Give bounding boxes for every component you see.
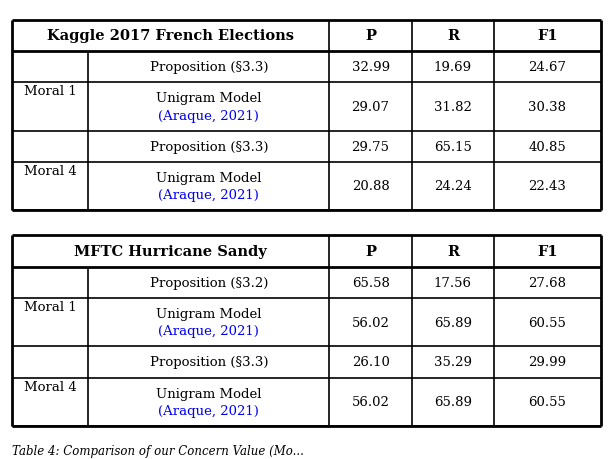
Text: 24.67: 24.67 <box>528 61 567 74</box>
Text: 19.69: 19.69 <box>434 61 472 74</box>
Text: (Araque, 2021): (Araque, 2021) <box>159 189 259 202</box>
Text: 20.88: 20.88 <box>352 180 389 193</box>
Text: 30.38: 30.38 <box>528 101 567 114</box>
Text: Moral 4: Moral 4 <box>24 380 77 393</box>
Text: 65.89: 65.89 <box>434 395 472 409</box>
Text: 22.43: 22.43 <box>528 180 567 193</box>
Text: 60.55: 60.55 <box>528 316 567 329</box>
Text: (Araque, 2021): (Araque, 2021) <box>159 109 259 123</box>
Text: 56.02: 56.02 <box>351 316 390 329</box>
Text: Unigram Model: Unigram Model <box>156 307 262 320</box>
Text: Moral 4: Moral 4 <box>24 164 77 178</box>
Text: Proposition (§3.3): Proposition (§3.3) <box>149 61 268 74</box>
Text: Table 4: Comparison of our Concern Value (Mo...: Table 4: Comparison of our Concern Value… <box>12 444 304 457</box>
Text: (Araque, 2021): (Araque, 2021) <box>159 325 259 338</box>
Text: 65.15: 65.15 <box>434 140 472 153</box>
Text: 40.85: 40.85 <box>529 140 566 153</box>
Text: R: R <box>447 245 459 258</box>
Text: Proposition (§3.3): Proposition (§3.3) <box>149 140 268 153</box>
Text: Proposition (§3.2): Proposition (§3.2) <box>149 276 268 289</box>
Text: Moral 1: Moral 1 <box>24 300 77 313</box>
Text: P: P <box>365 29 376 43</box>
Text: 31.82: 31.82 <box>434 101 472 114</box>
Text: 65.58: 65.58 <box>351 276 390 289</box>
Text: Proposition (§3.3): Proposition (§3.3) <box>149 356 268 369</box>
Text: 32.99: 32.99 <box>351 61 390 74</box>
Text: 65.89: 65.89 <box>434 316 472 329</box>
Text: 60.55: 60.55 <box>528 395 567 409</box>
Text: R: R <box>447 29 459 43</box>
Text: 35.29: 35.29 <box>434 356 472 369</box>
Text: F1: F1 <box>537 245 558 258</box>
Text: (Araque, 2021): (Araque, 2021) <box>159 404 259 417</box>
Text: 29.75: 29.75 <box>351 140 390 153</box>
Text: MFTC Hurricane Sandy: MFTC Hurricane Sandy <box>74 245 267 258</box>
Text: 29.99: 29.99 <box>528 356 567 369</box>
Text: 27.68: 27.68 <box>528 276 567 289</box>
Text: 26.10: 26.10 <box>351 356 390 369</box>
Text: Unigram Model: Unigram Model <box>156 92 262 105</box>
Text: P: P <box>365 245 376 258</box>
Text: 24.24: 24.24 <box>434 180 472 193</box>
Text: Unigram Model: Unigram Model <box>156 171 262 185</box>
Text: F1: F1 <box>537 29 558 43</box>
Text: 17.56: 17.56 <box>434 276 472 289</box>
Text: Moral 1: Moral 1 <box>24 85 77 98</box>
Text: 56.02: 56.02 <box>351 395 390 409</box>
Text: 29.07: 29.07 <box>351 101 390 114</box>
Text: Kaggle 2017 French Elections: Kaggle 2017 French Elections <box>48 29 294 43</box>
Text: Unigram Model: Unigram Model <box>156 386 262 400</box>
